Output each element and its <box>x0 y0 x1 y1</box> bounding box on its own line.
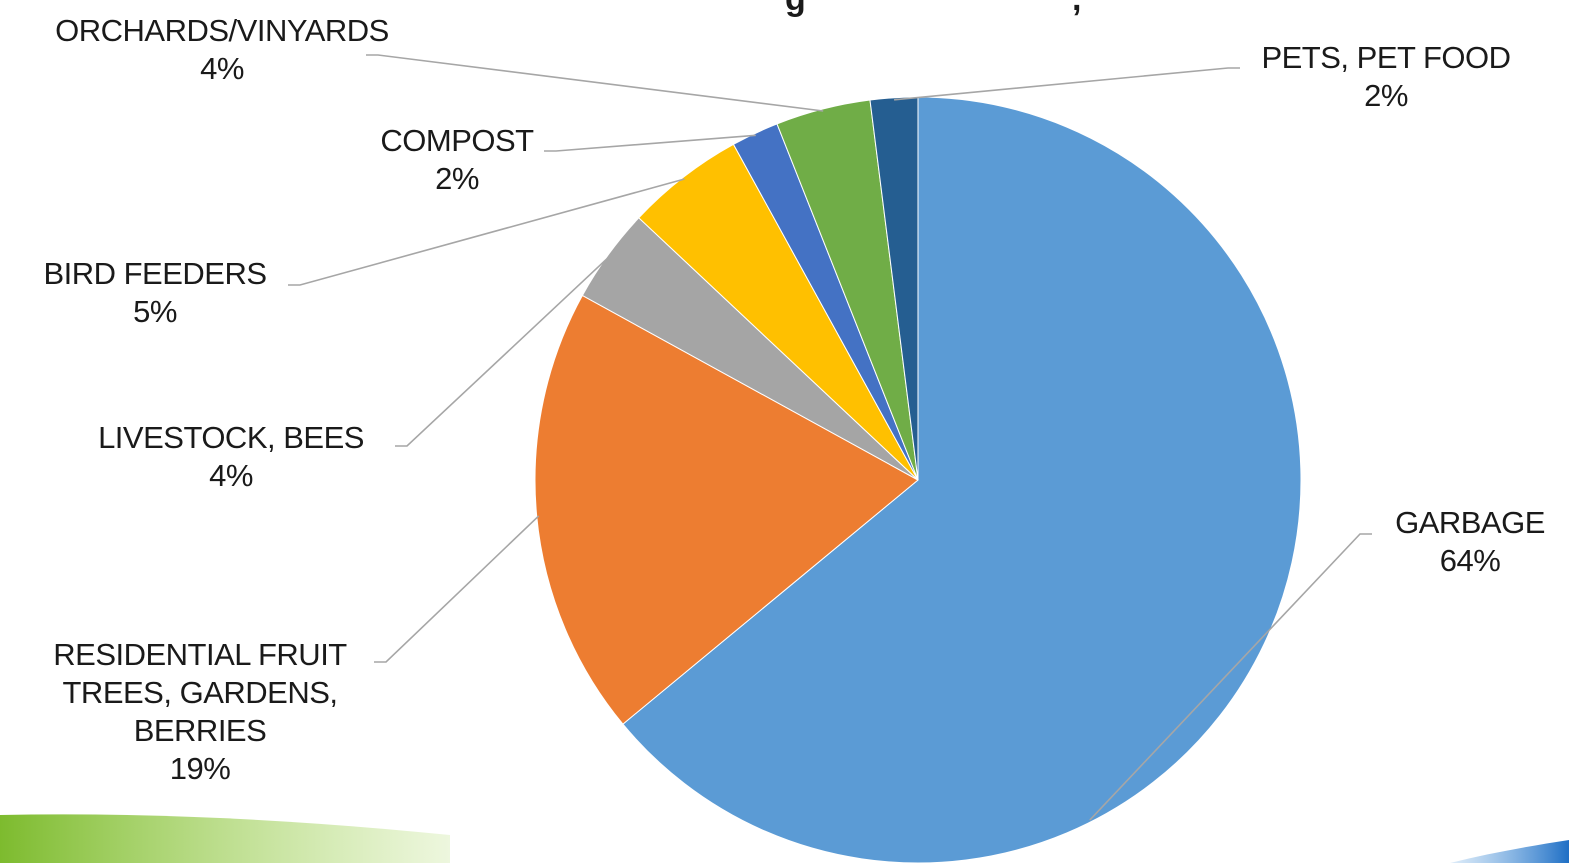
slice-percent-bird-feeders: 5% <box>133 294 177 329</box>
slice-label-livestock-bees: LIVESTOCK, BEES <box>98 420 364 455</box>
pie-slice-residential-fruit-trees-gardens-berries <box>534 294 919 725</box>
green-swoosh-decoration <box>0 814 450 863</box>
leader-line-garbage <box>1089 533 1372 821</box>
blue-swoosh-decoration <box>1450 840 1569 863</box>
slice-percent-garbage: 64% <box>1440 543 1501 578</box>
leader-line-orchards-vinyards <box>366 54 824 112</box>
slice-percent-pets-pet-food: 2% <box>1364 78 1408 113</box>
leader-line-pets-pet-food <box>894 67 1240 101</box>
slice-percent-compost: 2% <box>435 161 479 196</box>
slice-label-compost: COMPOST <box>380 123 534 158</box>
pie-slice-garbage <box>622 96 1302 863</box>
leader-line-livestock-bees <box>395 255 611 447</box>
leader-line-residential-fruit-trees-gardens-berries <box>374 515 540 663</box>
pie-slices <box>534 96 1302 863</box>
slice-percent-orchards-vinyards: 4% <box>200 51 244 86</box>
leader-lines <box>288 54 1372 821</box>
chart-title-fragment-comma: , <box>1072 0 1081 18</box>
slice-label-residential-fruit-trees-gardens-berries: RESIDENTIAL FRUIT <box>53 637 347 672</box>
slice-label-pets-pet-food: PETS, PET FOOD <box>1261 40 1510 75</box>
leader-line-bird-feeders <box>288 178 685 286</box>
slice-percent-livestock-bees: 4% <box>209 458 253 493</box>
slice-label-residential-fruit-trees-gardens-berries: TREES, GARDENS, <box>63 675 338 710</box>
slice-label-residential-fruit-trees-gardens-berries: BERRIES <box>134 713 267 748</box>
slice-label-bird-feeders: BIRD FEEDERS <box>43 256 266 291</box>
chart-title-fragment: g <box>785 0 806 18</box>
slice-label-garbage: GARBAGE <box>1395 505 1545 540</box>
leader-line-compost <box>544 134 756 152</box>
slice-label-orchards-vinyards: ORCHARDS/VINYARDS <box>55 13 389 48</box>
slice-percent-residential-fruit-trees-gardens-berries: 19% <box>170 751 231 786</box>
